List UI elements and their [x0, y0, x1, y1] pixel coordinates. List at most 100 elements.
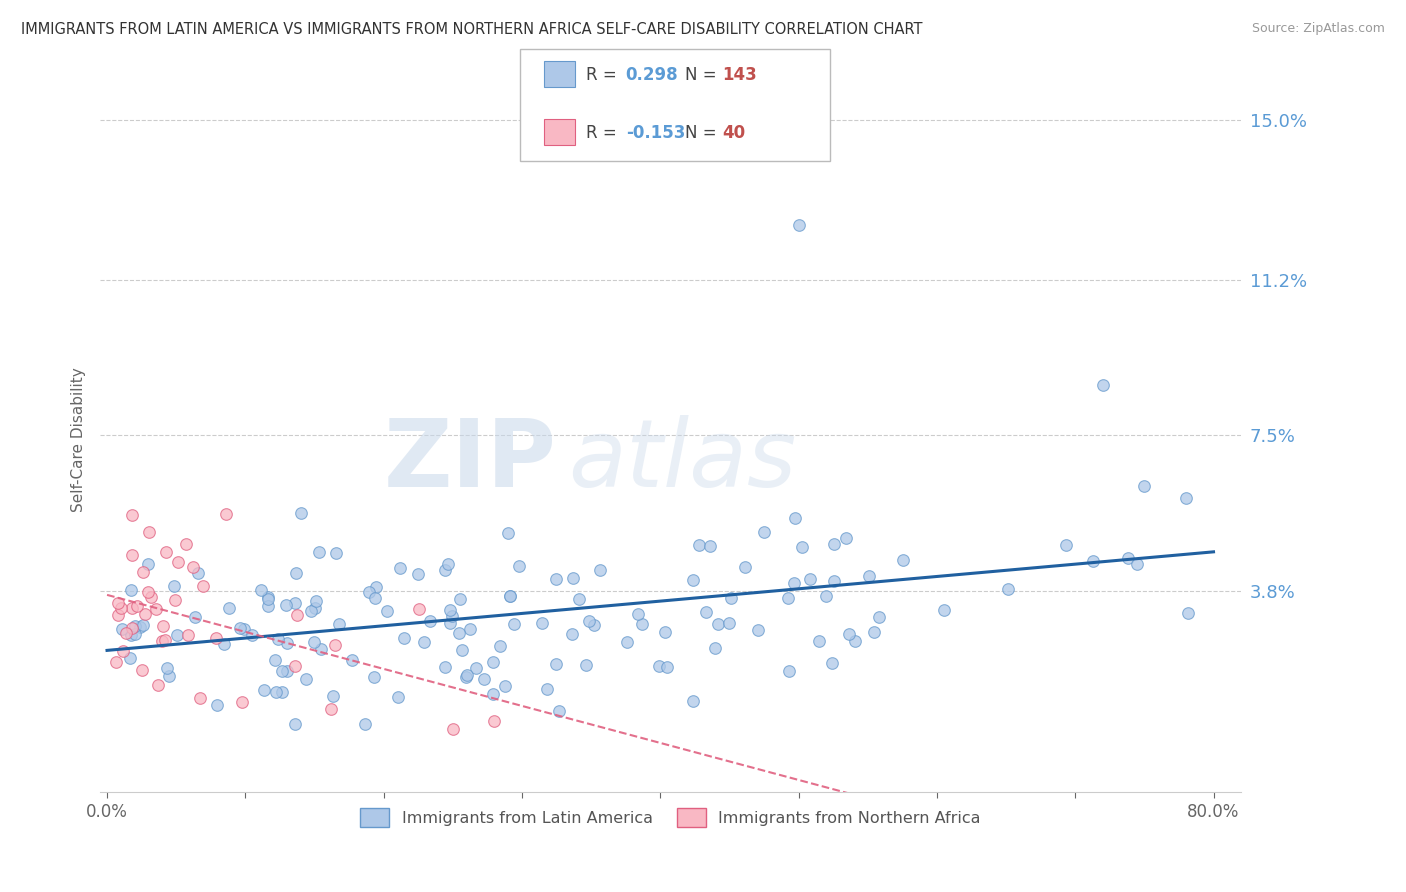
- Point: [752, 524, 775, 539]
- Point: [704, 640, 727, 655]
- Point: [163, 593, 186, 607]
- Point: [129, 620, 152, 634]
- Point: [548, 704, 571, 718]
- Point: [451, 643, 474, 657]
- Point: [166, 628, 188, 642]
- Point: [631, 616, 654, 631]
- Point: [747, 623, 769, 637]
- Point: [439, 615, 461, 630]
- Point: [1054, 538, 1077, 552]
- Point: [654, 625, 676, 640]
- Point: [1081, 554, 1104, 568]
- Point: [121, 601, 143, 615]
- Point: [132, 565, 155, 579]
- Point: [305, 594, 328, 608]
- Point: [482, 655, 505, 669]
- Point: [284, 717, 307, 731]
- Point: [174, 537, 197, 551]
- Point: [1118, 550, 1140, 565]
- Point: [212, 637, 235, 651]
- Point: [536, 681, 558, 696]
- Point: [449, 626, 471, 640]
- Point: [364, 591, 387, 605]
- Point: [588, 563, 610, 577]
- Point: [340, 653, 363, 667]
- Point: [782, 575, 804, 590]
- Point: [575, 658, 598, 673]
- Point: [1126, 558, 1149, 572]
- Point: [472, 673, 495, 687]
- Point: [240, 628, 263, 642]
- Point: [657, 659, 679, 673]
- Point: [124, 626, 146, 640]
- Point: [132, 618, 155, 632]
- Point: [157, 669, 180, 683]
- Point: [823, 574, 845, 588]
- Point: [215, 507, 238, 521]
- Point: [799, 572, 821, 586]
- Point: [184, 609, 207, 624]
- Text: -0.153: -0.153: [626, 124, 685, 142]
- Y-axis label: Self-Care Disability: Self-Care Disability: [72, 367, 86, 512]
- Point: [820, 656, 842, 670]
- Text: 143: 143: [723, 66, 758, 84]
- Point: [720, 591, 742, 606]
- Point: [121, 508, 143, 522]
- Point: [699, 539, 721, 553]
- Point: [155, 633, 177, 648]
- Text: R =: R =: [586, 66, 623, 84]
- Text: R =: R =: [586, 124, 623, 142]
- Point: [1177, 606, 1199, 620]
- Point: [868, 610, 890, 624]
- Point: [682, 693, 704, 707]
- Point: [284, 659, 307, 673]
- Point: [1133, 478, 1156, 492]
- Point: [489, 640, 512, 654]
- Point: [264, 685, 287, 699]
- Point: [354, 717, 377, 731]
- Point: [863, 625, 886, 640]
- Point: [627, 607, 650, 622]
- Point: [406, 566, 429, 581]
- Point: [433, 563, 456, 577]
- Point: [464, 661, 486, 675]
- Point: [110, 601, 132, 615]
- Point: [121, 549, 143, 563]
- Point: [257, 590, 280, 604]
- Point: [328, 616, 350, 631]
- Point: [498, 525, 520, 540]
- Point: [107, 607, 129, 622]
- Point: [233, 622, 256, 636]
- Point: [835, 531, 858, 545]
- Point: [263, 652, 285, 666]
- Point: [357, 585, 380, 599]
- Point: [494, 679, 516, 693]
- Point: [138, 524, 160, 539]
- Point: [148, 678, 170, 692]
- Point: [187, 566, 209, 581]
- Point: [299, 603, 322, 617]
- Point: [284, 595, 307, 609]
- Point: [253, 682, 276, 697]
- Point: [321, 702, 343, 716]
- Point: [363, 670, 385, 684]
- Point: [325, 546, 347, 560]
- Point: [270, 685, 292, 699]
- Point: [124, 618, 146, 632]
- Point: [375, 604, 398, 618]
- Point: [176, 628, 198, 642]
- Point: [838, 627, 860, 641]
- Text: atlas: atlas: [568, 415, 796, 506]
- Point: [707, 617, 730, 632]
- Point: [561, 627, 583, 641]
- Text: Source: ZipAtlas.com: Source: ZipAtlas.com: [1251, 22, 1385, 36]
- Point: [695, 605, 717, 619]
- Point: [440, 608, 463, 623]
- Point: [121, 583, 143, 598]
- Point: [276, 636, 298, 650]
- Point: [323, 639, 346, 653]
- Point: [322, 689, 344, 703]
- Point: [156, 661, 179, 675]
- Point: [295, 672, 318, 686]
- Point: [688, 538, 710, 552]
